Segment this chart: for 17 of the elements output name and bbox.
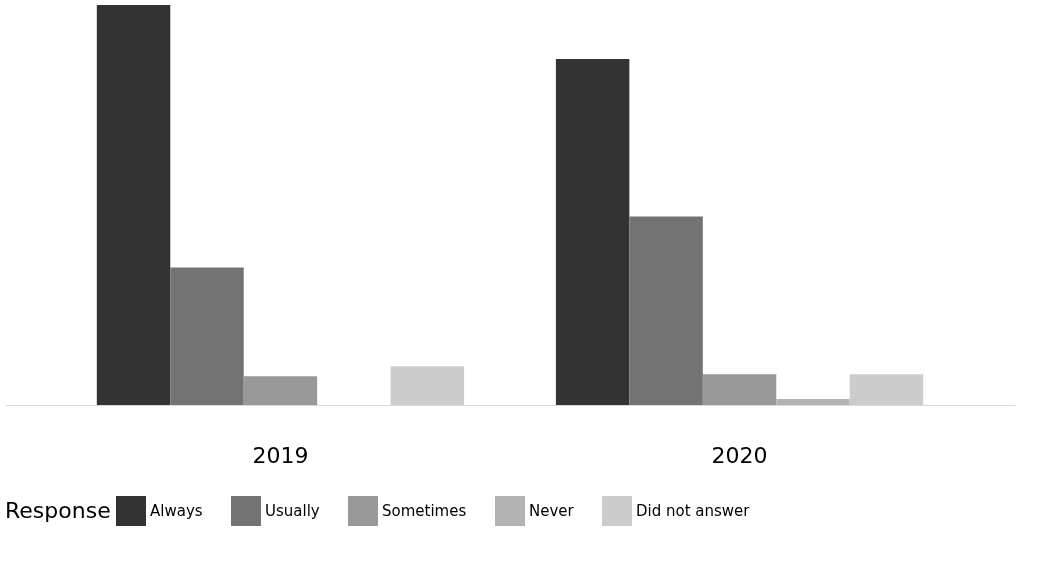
bar: [555, 59, 630, 405]
legend-title: Response: [5, 498, 111, 523]
bar: [629, 216, 703, 405]
legend-label: Usually: [265, 502, 320, 520]
legend-label: Did not answer: [636, 502, 751, 520]
bar: [96, 5, 171, 405]
bar: [702, 374, 777, 405]
x-tick-label: 2020: [711, 442, 768, 468]
legend-label: Never: [529, 502, 575, 520]
bar: [776, 399, 850, 405]
legend-label: Sometimes: [382, 502, 467, 520]
bar: [170, 267, 244, 405]
legend-label: Always: [150, 502, 203, 520]
bar: [243, 376, 318, 405]
bar: [849, 374, 924, 405]
bar: [390, 366, 465, 405]
x-tick-label: 2019: [252, 442, 309, 468]
